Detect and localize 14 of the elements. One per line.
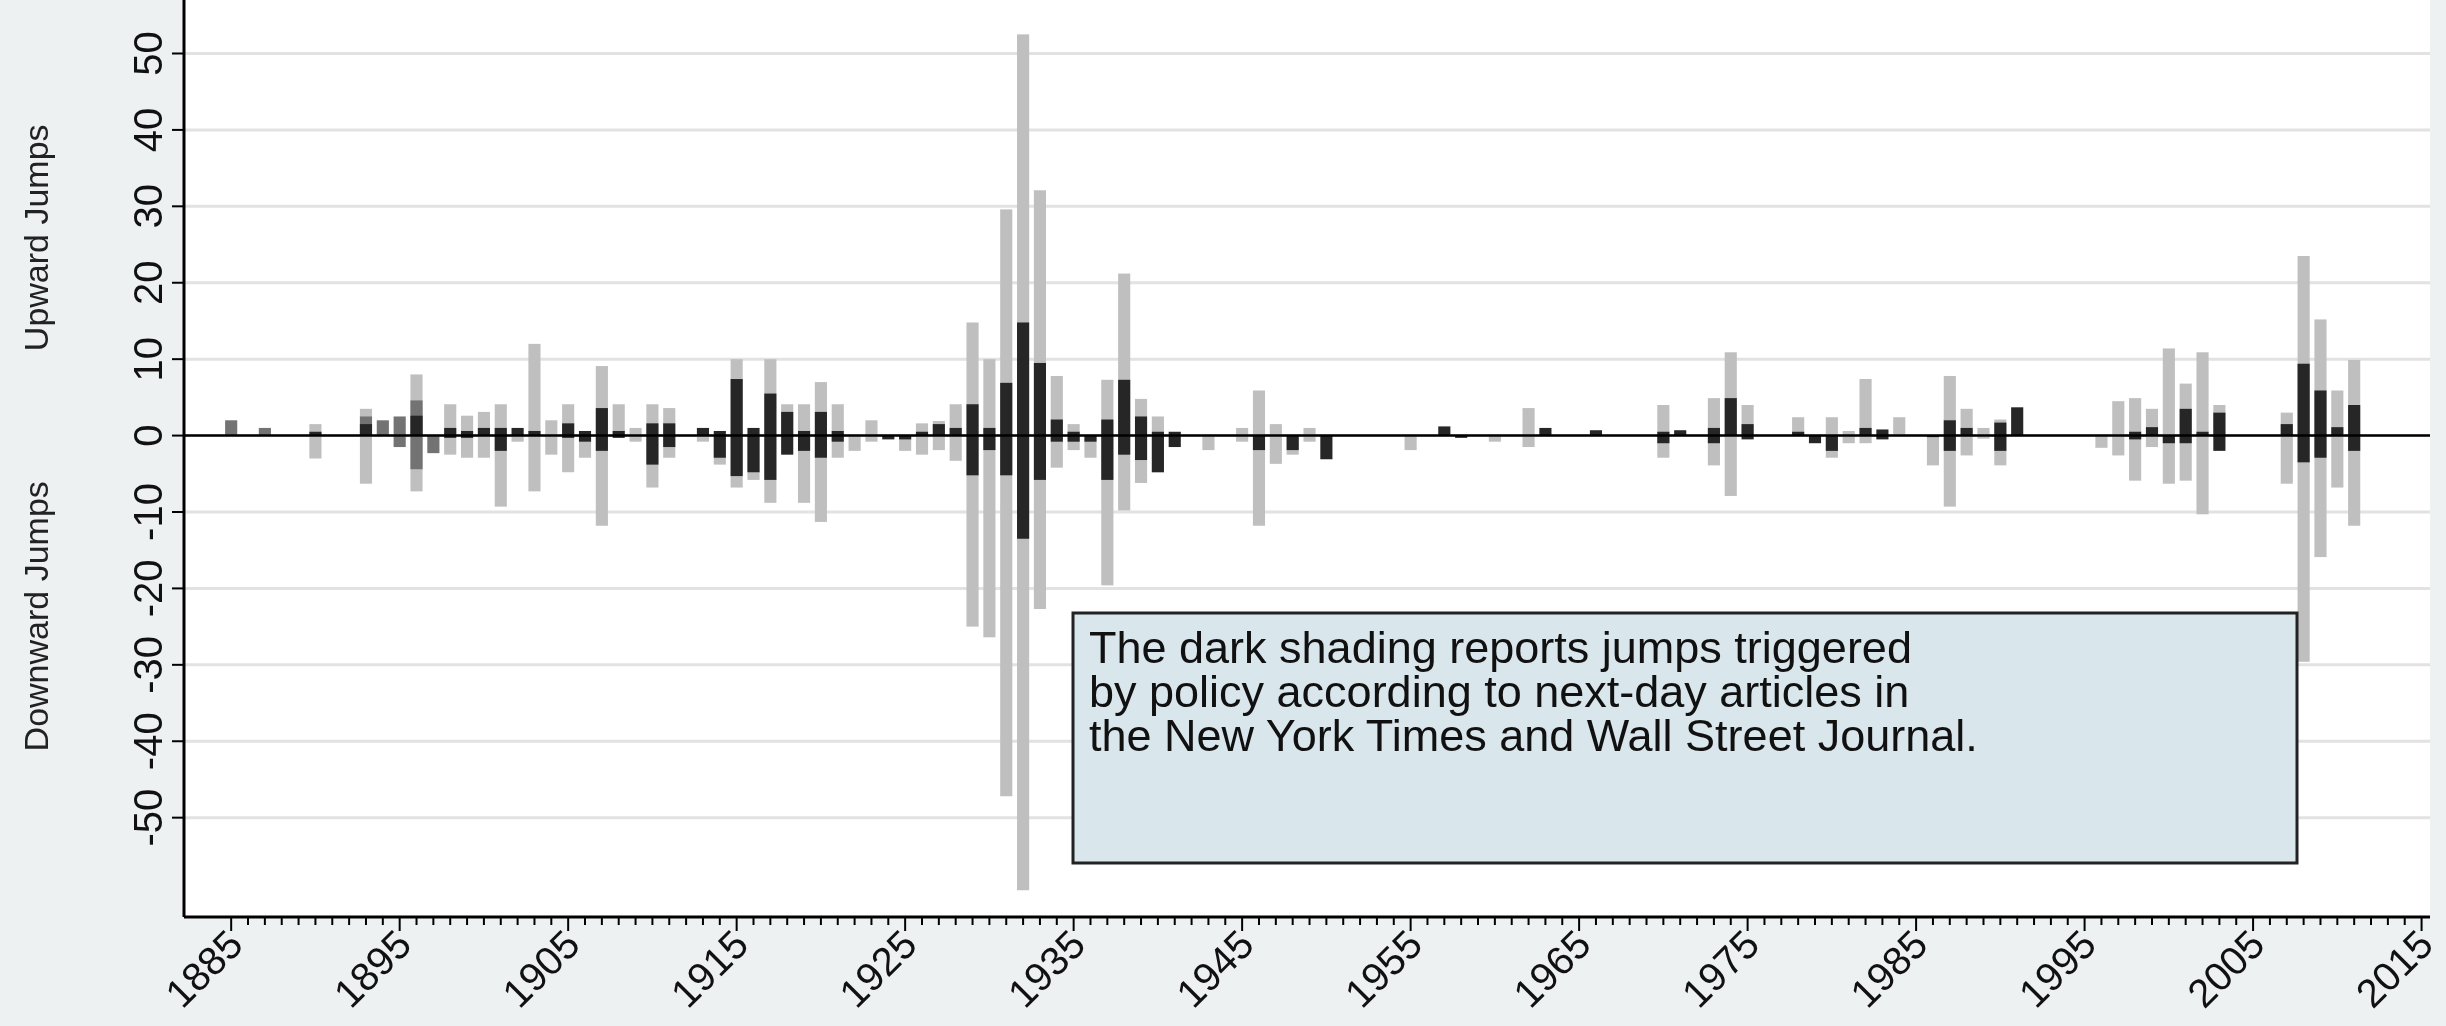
y-tick-label: 30 <box>126 184 170 229</box>
y-tick-label: -20 <box>126 559 170 618</box>
y-tick-label: 10 <box>126 336 170 382</box>
text: Upward Jumps <box>17 124 55 352</box>
y-tick-label: 20 <box>126 260 170 305</box>
y-tick-label: -10 <box>126 483 170 541</box>
text: Downward Jumps <box>17 481 55 752</box>
y-tick-label: -30 <box>126 635 170 694</box>
y-tick-label: 50 <box>126 31 170 76</box>
y-tick-label: 0 <box>126 424 170 447</box>
y-tick-label: -40 <box>126 712 170 771</box>
y-tick-label: -50 <box>126 788 170 847</box>
annotation: The dark shading reports jumps triggered by policy according to next-day articles in the New York Times and Wall Street Journal. <box>1089 622 1978 761</box>
y-tick-label: 40 <box>126 107 170 153</box>
